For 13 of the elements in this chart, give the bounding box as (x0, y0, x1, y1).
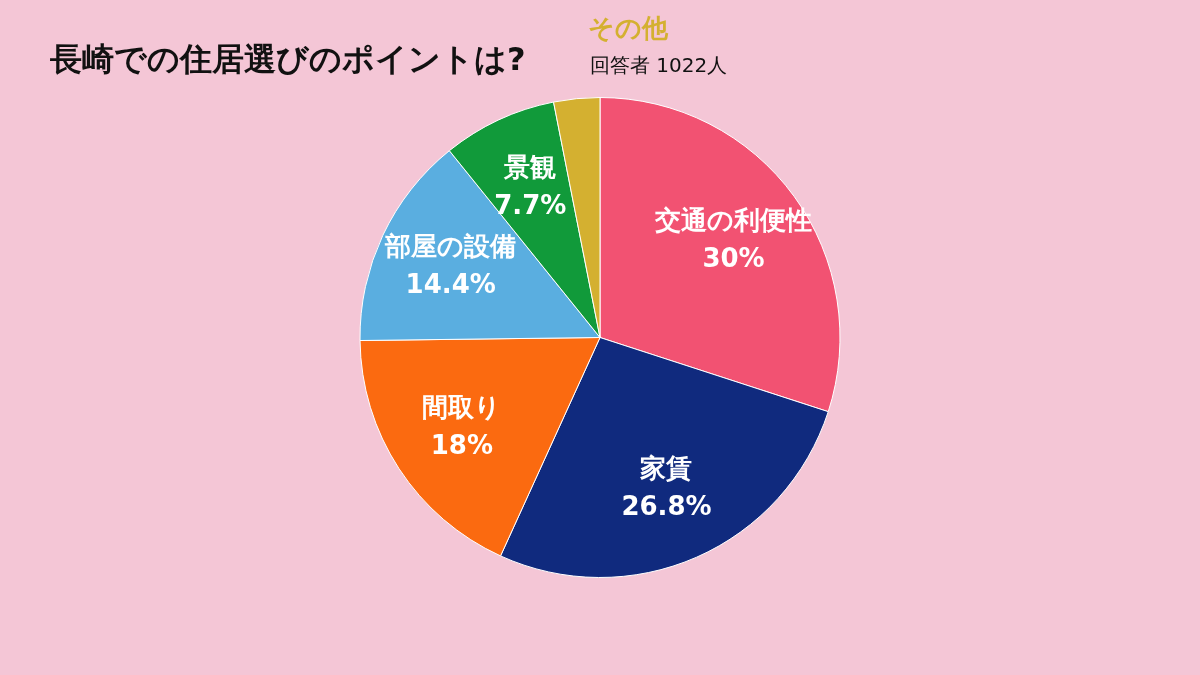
slice-label: その他 (588, 12, 670, 43)
data-label: 7.7% (494, 189, 567, 220)
slice-label: 部屋の設備 (384, 231, 517, 262)
data-label: 18% (430, 429, 493, 460)
data-label: 30% (702, 242, 765, 273)
slice-label: 家賃 (639, 452, 693, 483)
slice-label: 間取り (422, 391, 502, 422)
text: 回答者 1022人 (590, 53, 728, 77)
data-label: 26.8% (621, 490, 712, 521)
text: 長崎での住居選びのポイントは? (49, 40, 526, 78)
slice-label: 景観 (503, 151, 557, 182)
slice-label: 交通の利便性 (653, 204, 812, 235)
data-label: 14.4% (405, 269, 496, 300)
